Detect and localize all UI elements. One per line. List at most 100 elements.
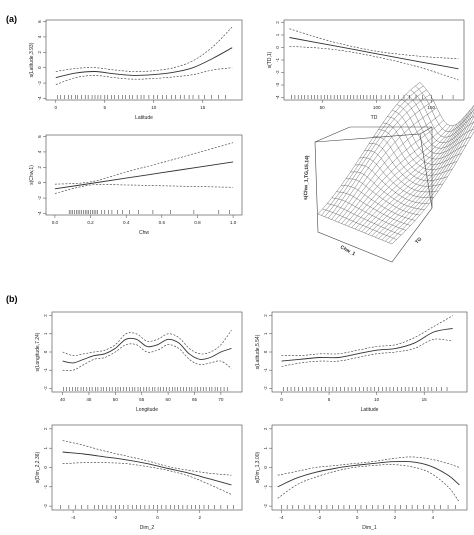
x-tick-label: 65 — [192, 397, 198, 402]
y-tick-label: -1 — [43, 484, 48, 489]
y-axis-label: s(TD,1) — [267, 51, 273, 68]
y-tick-label: -2 — [275, 70, 280, 75]
panel-label-a: (a) — [6, 14, 17, 24]
x-tick-label: 15 — [422, 397, 428, 402]
surface-grid-line — [385, 120, 474, 242]
fit-line — [54, 161, 234, 190]
fit-line — [55, 47, 233, 79]
plot-b3: -4 -2 0 2 -2 -1 0 1 2 Dim_2 s(Dim_2,2.36) — [35, 424, 243, 531]
y-tick-label: 0 — [263, 350, 268, 353]
y-tick-label: 4 — [37, 35, 42, 38]
x-tick-label: 5 — [328, 397, 331, 402]
surface-grid-line — [341, 120, 444, 224]
y-tick-label: 1 — [263, 332, 268, 335]
upper-ci-line — [54, 142, 234, 185]
fit-line — [277, 460, 460, 488]
x-tick-label: 70 — [218, 397, 224, 402]
y-tick-label: 2 — [263, 314, 268, 317]
x-tick-label: 0.2 — [87, 220, 94, 225]
y-axis-label: s(Chw,1) — [29, 165, 35, 185]
y-tick-label: 1 — [275, 33, 280, 36]
y-axis-label: s(Dim_1,3.00) — [255, 451, 261, 483]
surface-zlabel: s(Chw_1,TG,15.14) — [303, 155, 311, 200]
x-tick-label: 2 — [394, 515, 397, 520]
surface-grid-line — [415, 85, 474, 132]
plot-a1: 0 5 10 15 -4 -2 0 2 4 6 Latitude s(Latitude,3.93) — [29, 19, 243, 121]
fit-line — [289, 37, 459, 70]
plot-a3: 0.0 0.2 0.4 0.6 0.8 1.0 -4 -2 0 2 4 6 Chw s(Chw,1) — [29, 134, 243, 236]
y-tick-label: -1 — [275, 58, 280, 63]
x-axis-label: Chw — [139, 230, 149, 236]
y-tick-label: 2 — [37, 166, 42, 169]
x-axis-label: Latitude — [135, 115, 153, 121]
x-tick-label: 100 — [373, 105, 381, 110]
lower-ci-line — [277, 464, 460, 503]
y-tick-label: -2 — [37, 196, 42, 201]
x-tick-label: 150 — [427, 105, 435, 110]
x-tick-label: 55 — [139, 397, 145, 402]
x-axis-label: Latitude — [361, 407, 379, 413]
fit-line — [62, 451, 232, 486]
plot-frame — [45, 134, 243, 216]
upper-ci-line — [62, 330, 232, 356]
surface-grid-line — [391, 131, 474, 245]
x-tick-label: 0 — [280, 397, 283, 402]
x-tick-label: -4 — [279, 515, 284, 520]
lower-ci-line — [62, 462, 232, 495]
y-tick-label: 0 — [43, 466, 48, 469]
x-tick-label: -4 — [71, 515, 76, 520]
y-tick-label: -4 — [275, 95, 280, 100]
y-tick-label: -3 — [275, 83, 280, 88]
y-tick-label: 1 — [263, 446, 268, 449]
x-tick-label: 2 — [198, 515, 201, 520]
surface-grid-line — [348, 125, 451, 227]
fit-line — [62, 337, 232, 364]
fit-line — [281, 327, 453, 362]
lower-ci-line — [289, 46, 459, 81]
surface-grid-line — [350, 171, 425, 210]
y-tick-label: 2 — [43, 314, 48, 317]
surface-grid-line — [345, 178, 420, 216]
x-tick-label: 0.4 — [123, 220, 130, 225]
lower-ci-line — [54, 184, 234, 194]
upper-ci-line — [277, 456, 460, 476]
x-axis-label: Dim_2 — [140, 525, 155, 531]
y-tick-label: -2 — [37, 81, 42, 86]
y-tick-label: 6 — [37, 20, 42, 23]
x-tick-label: 40 — [60, 397, 66, 402]
x-tick-label: 0.6 — [159, 220, 166, 225]
y-tick-label: 4 — [37, 150, 42, 153]
surface-grid-line — [341, 185, 416, 221]
y-axis-label: s(Longitude,7.24) — [35, 332, 41, 371]
x-tick-label: 45 — [86, 397, 92, 402]
x-axis-label: TD — [371, 115, 378, 121]
y-tick-label: 0 — [263, 466, 268, 469]
surface-grid-line — [375, 108, 474, 238]
x-tick-label: 50 — [320, 105, 326, 110]
y-tick-label: -1 — [263, 484, 268, 489]
surface-grid-line — [327, 203, 402, 236]
plot-a2: 50 100 150 -4 -3 -2 -1 0 1 2 TD s(TD,1) — [267, 19, 465, 121]
surface-grid-line — [338, 114, 441, 223]
x-tick-label: 5 — [104, 105, 107, 110]
surface-grid-line — [358, 120, 461, 231]
x-tick-label: 50 — [113, 397, 119, 402]
surface-ylabel: TG — [414, 236, 423, 245]
plot-frame — [51, 311, 243, 393]
plot-frame — [271, 424, 468, 511]
y-axis-label: s(Dim_2,2.36) — [35, 451, 41, 483]
x-tick-label: 0 — [156, 515, 159, 520]
surface-plot: s(Chw_1,TG,15.14) Chw_1 TG — [303, 82, 474, 263]
y-tick-label: 2 — [263, 427, 268, 430]
x-axis-label: Longitude — [136, 407, 158, 413]
upper-ci-line — [62, 440, 232, 476]
surface-grid-line — [354, 123, 458, 230]
y-tick-label: 2 — [275, 21, 280, 24]
surface-grid-line — [334, 107, 437, 221]
x-tick-label: 0 — [356, 515, 359, 520]
surface-grid-line — [381, 116, 474, 241]
surface-grid-line — [331, 100, 434, 220]
x-tick-label: -2 — [317, 515, 322, 520]
y-tick-label: -2 — [43, 504, 48, 509]
lower-ci-line — [62, 343, 232, 371]
